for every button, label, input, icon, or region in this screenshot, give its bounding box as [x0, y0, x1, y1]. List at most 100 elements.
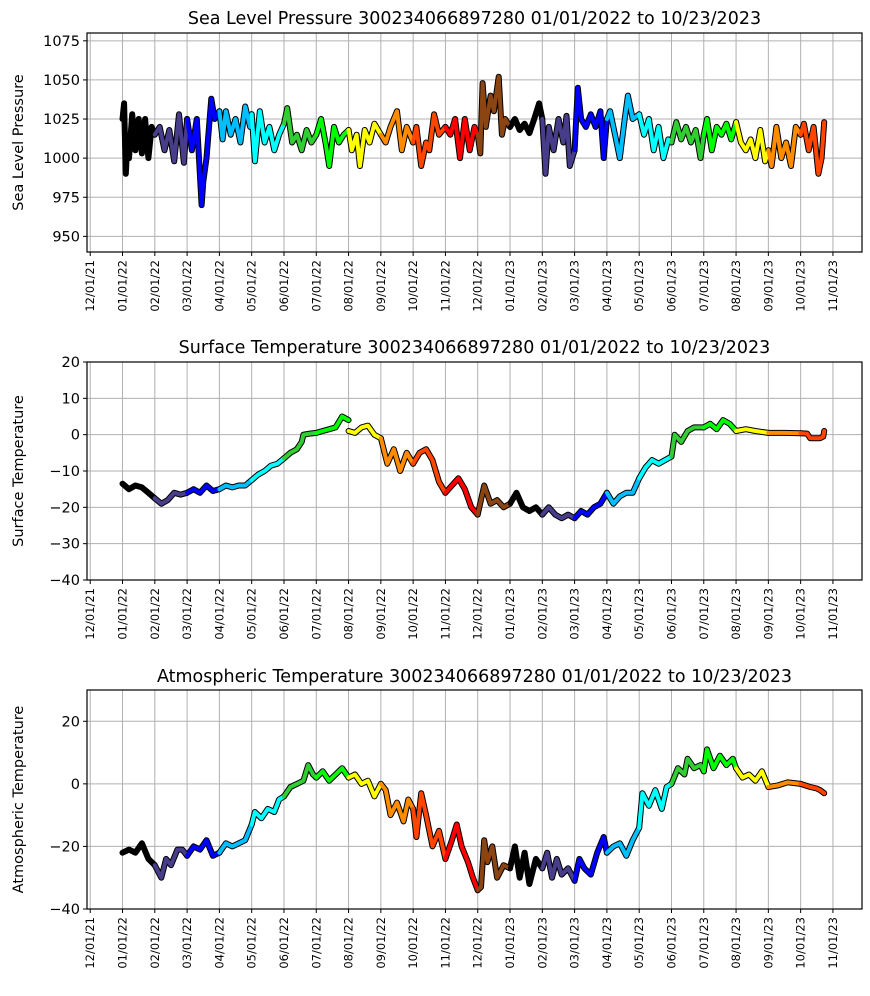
x-tick-label: 11/01/22: [438, 260, 452, 312]
x-tick-label: 10/01/22: [406, 917, 420, 969]
x-tick-label: 02/01/23: [535, 917, 549, 969]
x-tick-label: 08/01/23: [729, 260, 743, 312]
x-tick-label: 09/01/22: [374, 917, 388, 969]
series-line: [510, 493, 542, 515]
x-tick-label: 09/01/23: [761, 917, 775, 969]
x-tick-label: 07/01/22: [309, 260, 323, 312]
x-tick-label: 12/01/21: [83, 917, 97, 969]
x-tick-label: 03/01/22: [180, 588, 194, 640]
y-tick-label: 20: [62, 355, 80, 371]
x-tick-label: 11/01/22: [438, 917, 452, 969]
x-tick-label: 11/01/23: [826, 917, 840, 969]
y-tick-label: 1000: [43, 151, 80, 167]
plot-frame: [87, 33, 862, 252]
x-tick-label: 05/01/22: [245, 588, 259, 640]
x-tick-label: 09/01/23: [761, 588, 775, 640]
x-tick-label: 10/01/23: [794, 588, 808, 640]
x-tick-label: 06/01/22: [277, 917, 291, 969]
series-line: [155, 493, 187, 504]
x-tick-label: 02/01/23: [535, 260, 549, 312]
x-tick-label: 09/01/22: [374, 588, 388, 640]
x-tick-label: 10/01/23: [794, 260, 808, 312]
x-tick-label: 01/01/23: [503, 917, 517, 969]
y-axis-label: Atmospheric Temperature: [11, 706, 27, 894]
y-tick-label: 1075: [43, 34, 80, 50]
x-tick-label: 04/01/22: [212, 917, 226, 969]
y-tick-label: 10: [62, 391, 80, 407]
y-tick-label: 0: [71, 777, 80, 793]
series-line: [252, 458, 284, 480]
x-tick-label: 08/01/22: [342, 917, 356, 969]
x-tick-label: 11/01/22: [438, 588, 452, 640]
x-tick-label: 01/01/22: [116, 260, 130, 312]
x-tick-label: 04/01/22: [212, 588, 226, 640]
series-line: [284, 108, 316, 150]
x-tick-label: 12/01/22: [471, 588, 485, 640]
x-tick-label: 04/01/23: [600, 917, 614, 969]
x-tick-label: 02/01/22: [148, 260, 162, 312]
x-tick-label: 08/01/22: [342, 588, 356, 640]
x-tick-label: 10/01/22: [406, 588, 420, 640]
x-tick-label: 11/01/23: [826, 588, 840, 640]
series-line: [478, 77, 510, 154]
x-tick-label: 08/01/22: [342, 260, 356, 312]
x-tick-label: 01/01/22: [116, 588, 130, 640]
series-line: [187, 486, 219, 493]
x-tick-label: 06/01/23: [664, 260, 678, 312]
x-tick-label: 06/01/23: [664, 917, 678, 969]
x-tick-label: 05/01/23: [632, 260, 646, 312]
x-tick-label: 04/01/23: [600, 260, 614, 312]
x-tick-label: 02/01/23: [535, 588, 549, 640]
y-tick-label: 20: [62, 714, 80, 730]
x-tick-label: 04/01/23: [600, 588, 614, 640]
x-tick-label: 07/01/22: [309, 917, 323, 969]
x-tick-label: 09/01/23: [761, 260, 775, 312]
x-tick-label: 01/01/23: [503, 260, 517, 312]
y-tick-label: −20: [49, 500, 80, 516]
chart-title: Sea Level Pressure 300234066897280 01/01…: [188, 9, 761, 29]
x-tick-label: 05/01/22: [245, 260, 259, 312]
y-tick-label: 0: [71, 428, 80, 444]
x-tick-label: 06/01/22: [277, 260, 291, 312]
x-tick-label: 08/01/23: [729, 588, 743, 640]
series-line: [284, 765, 316, 796]
series-line: [575, 837, 607, 881]
y-tick-label: −20: [49, 839, 80, 855]
y-tick-label: −30: [49, 537, 80, 553]
x-tick-label: 07/01/23: [697, 260, 711, 312]
x-tick-label: 03/01/23: [568, 588, 582, 640]
y-axis-label: Sea Level Pressure: [11, 74, 27, 210]
x-tick-label: 07/01/22: [309, 588, 323, 640]
y-tick-label: −40: [49, 902, 80, 918]
y-tick-label: 1025: [43, 112, 80, 128]
series-line: [187, 99, 219, 205]
x-tick-label: 06/01/23: [664, 588, 678, 640]
x-tick-label: 06/01/22: [277, 588, 291, 640]
x-tick-label: 11/01/23: [826, 260, 840, 312]
chart-panel-3: −40 −20 0 20 12/01/21 01/01/22 02/01/22 03/01/2…: [11, 667, 862, 969]
x-tick-label: 03/01/23: [568, 917, 582, 969]
chart-title: Surface Temperature 300234066897280 01/0…: [179, 338, 771, 358]
y-tick-label: 950: [52, 229, 80, 245]
x-tick-label: 05/01/22: [245, 917, 259, 969]
x-tick-label: 01/01/22: [116, 917, 130, 969]
x-tick-label: 07/01/23: [697, 588, 711, 640]
x-tick-label: 01/01/23: [503, 588, 517, 640]
x-tick-label: 12/01/22: [471, 917, 485, 969]
series-line: [478, 486, 510, 515]
x-tick-label: 05/01/23: [632, 588, 646, 640]
x-tick-label: 03/01/22: [180, 917, 194, 969]
x-tick-label: 12/01/21: [83, 588, 97, 640]
x-tick-label: 10/01/23: [794, 917, 808, 969]
y-tick-label: 975: [52, 190, 80, 206]
x-tick-label: 02/01/22: [148, 588, 162, 640]
x-tick-label: 12/01/22: [471, 260, 485, 312]
x-tick-label: 02/01/22: [148, 917, 162, 969]
x-tick-label: 03/01/23: [568, 260, 582, 312]
x-tick-label: 09/01/22: [374, 260, 388, 312]
x-tick-label: 04/01/22: [212, 260, 226, 312]
y-tick-label: −40: [49, 573, 80, 589]
